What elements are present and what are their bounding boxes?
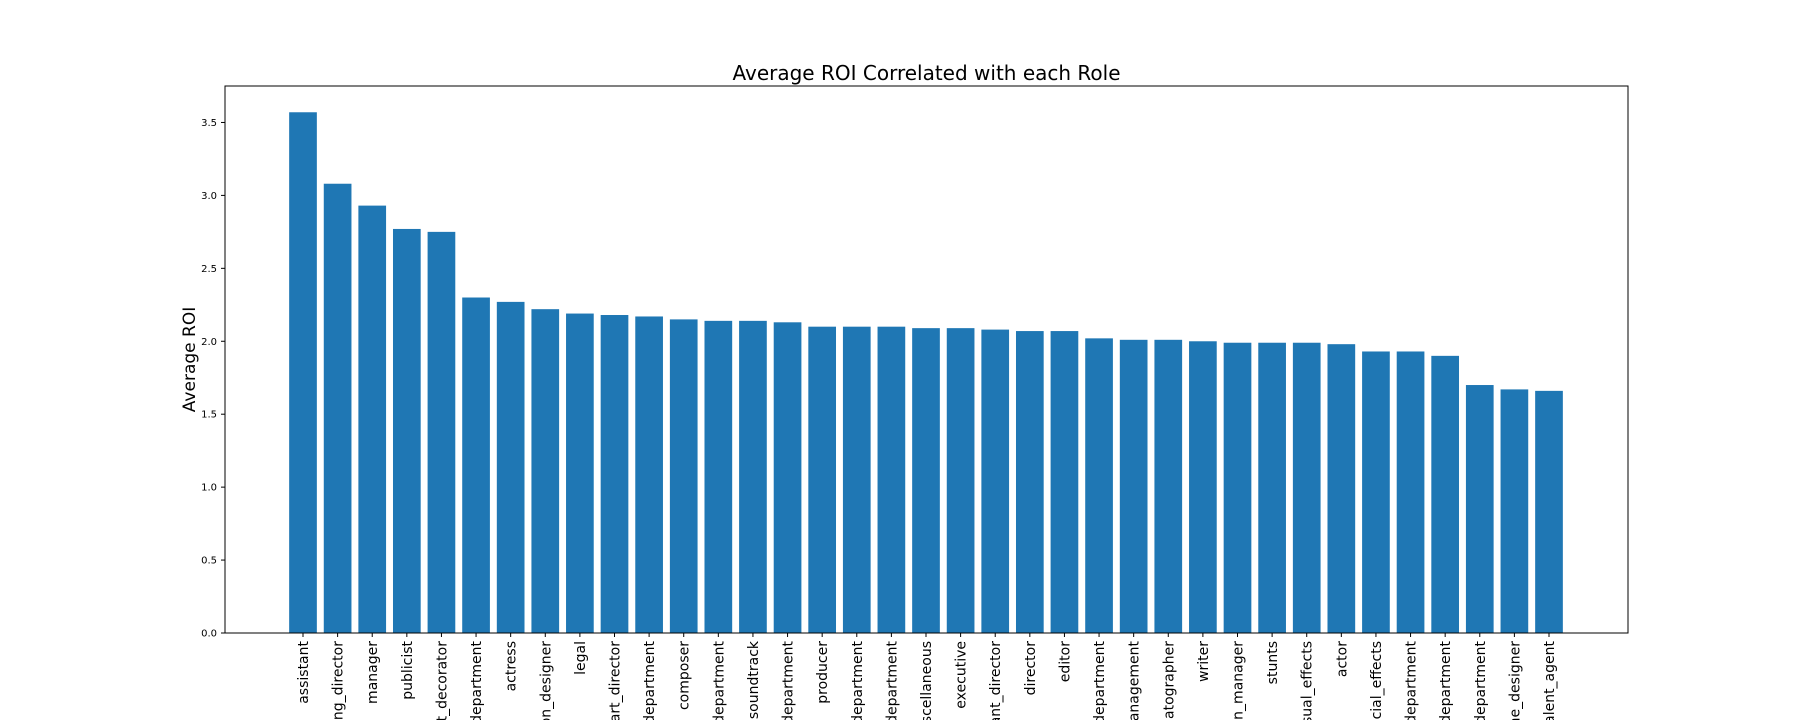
- x-tick-label: editor: [1057, 641, 1073, 682]
- bar: [981, 329, 1010, 633]
- y-tick-label: 0.5: [201, 556, 217, 567]
- x-tick-label: department: [1404, 640, 1420, 720]
- x-tick-label: alent_agent: [1542, 640, 1558, 720]
- bar: [566, 313, 594, 633]
- x-tick-label: cial_effects: [1369, 641, 1385, 719]
- bar: [1431, 355, 1460, 633]
- y-tick-label: 1.0: [201, 483, 217, 494]
- bar: [1396, 351, 1425, 633]
- bar: [496, 301, 525, 633]
- x-tick-label: department: [1473, 640, 1489, 720]
- x-tick-label: t_decorator: [434, 641, 450, 720]
- y-tick-label: 1.5: [201, 410, 217, 421]
- x-axis-ticks: assistant ing_director manager publicist t_d…: [296, 633, 1558, 724]
- bar: [808, 326, 837, 633]
- bar: [912, 328, 940, 633]
- x-tick-label: producer: [815, 641, 831, 704]
- bar: [1465, 385, 1494, 633]
- x-tick-label: art_director: [608, 641, 624, 720]
- bar: [358, 205, 387, 634]
- bar: [1362, 351, 1390, 633]
- x-tick-label: anagement: [1127, 641, 1143, 720]
- bar: [1085, 338, 1113, 633]
- bar: [946, 328, 975, 633]
- plot-frame: [224, 85, 1629, 634]
- x-tick-label: director: [1023, 641, 1039, 696]
- bar: [1535, 390, 1563, 633]
- y-tick-label: 0.0: [201, 629, 217, 640]
- y-axis-label: Average ROI: [180, 307, 200, 412]
- x-tick-label: department: [711, 640, 727, 720]
- x-tick-label: writer: [1196, 641, 1212, 682]
- bar: [392, 228, 421, 633]
- y-tick-label: 2.0: [201, 337, 217, 348]
- bar: [1154, 339, 1183, 633]
- x-tick-label: scellaneous: [919, 641, 935, 720]
- y-tick-label: 3.0: [201, 191, 217, 202]
- x-tick-label: publicist: [400, 640, 416, 699]
- bar: [739, 320, 767, 633]
- bar: [323, 183, 352, 634]
- x-tick-label: ing_director: [331, 641, 347, 720]
- bar: [1015, 331, 1044, 633]
- x-tick-label: actor: [1334, 641, 1350, 677]
- bar: [289, 112, 317, 633]
- bar: [669, 319, 698, 633]
- bar: [1292, 342, 1321, 633]
- y-tick-label: 2.5: [201, 264, 217, 275]
- x-tick-label: department: [781, 640, 797, 720]
- x-tick-label: n_manager: [1231, 641, 1247, 720]
- x-tick-label: department: [1092, 640, 1108, 720]
- x-tick-label: ant_director: [988, 641, 1004, 720]
- bar: [877, 326, 906, 633]
- bar: [842, 326, 871, 633]
- bar: [531, 309, 560, 633]
- y-tick-label: 3.5: [201, 118, 217, 129]
- bar: [704, 320, 733, 633]
- bar: [1189, 341, 1217, 633]
- x-tick-label: executive: [954, 641, 970, 709]
- bar: [427, 231, 456, 633]
- bar: [1500, 389, 1529, 633]
- x-tick-label: on_designer: [538, 641, 554, 720]
- x-tick-label: atographer: [1161, 641, 1177, 719]
- x-tick-label: manager: [365, 641, 381, 704]
- x-tick-label: assistant: [296, 640, 312, 703]
- x-tick-label: actress: [504, 641, 520, 691]
- bars-layer: [289, 112, 1563, 634]
- x-tick-label: legal: [573, 641, 589, 675]
- x-tick-label: department: [1438, 640, 1454, 720]
- bar: [462, 297, 490, 633]
- x-tick-label: composer: [677, 641, 693, 710]
- x-tick-label: department: [884, 640, 900, 720]
- y-axis-ticks: 0.0 0.5 1.0 1.5 2.0 2.5 3.0 3.5: [201, 118, 225, 640]
- bar: [1223, 342, 1252, 633]
- x-tick-label: sual_effects: [1300, 641, 1316, 720]
- bar: [1327, 344, 1356, 633]
- bar: [773, 322, 802, 633]
- x-tick-label: department: [850, 640, 866, 720]
- chart-title: Average ROI Correlated with each Role: [732, 61, 1120, 85]
- bar: [1258, 342, 1286, 633]
- bar: [635, 316, 663, 633]
- x-tick-label: soundtrack: [746, 640, 762, 719]
- x-tick-label: department: [642, 640, 658, 720]
- bar: [1119, 339, 1148, 633]
- bar: [1050, 331, 1079, 633]
- x-tick-label: stunts: [1265, 641, 1281, 684]
- x-tick-label: ne_designer: [1507, 641, 1523, 720]
- bar: [600, 315, 629, 633]
- x-tick-label: department: [469, 640, 485, 720]
